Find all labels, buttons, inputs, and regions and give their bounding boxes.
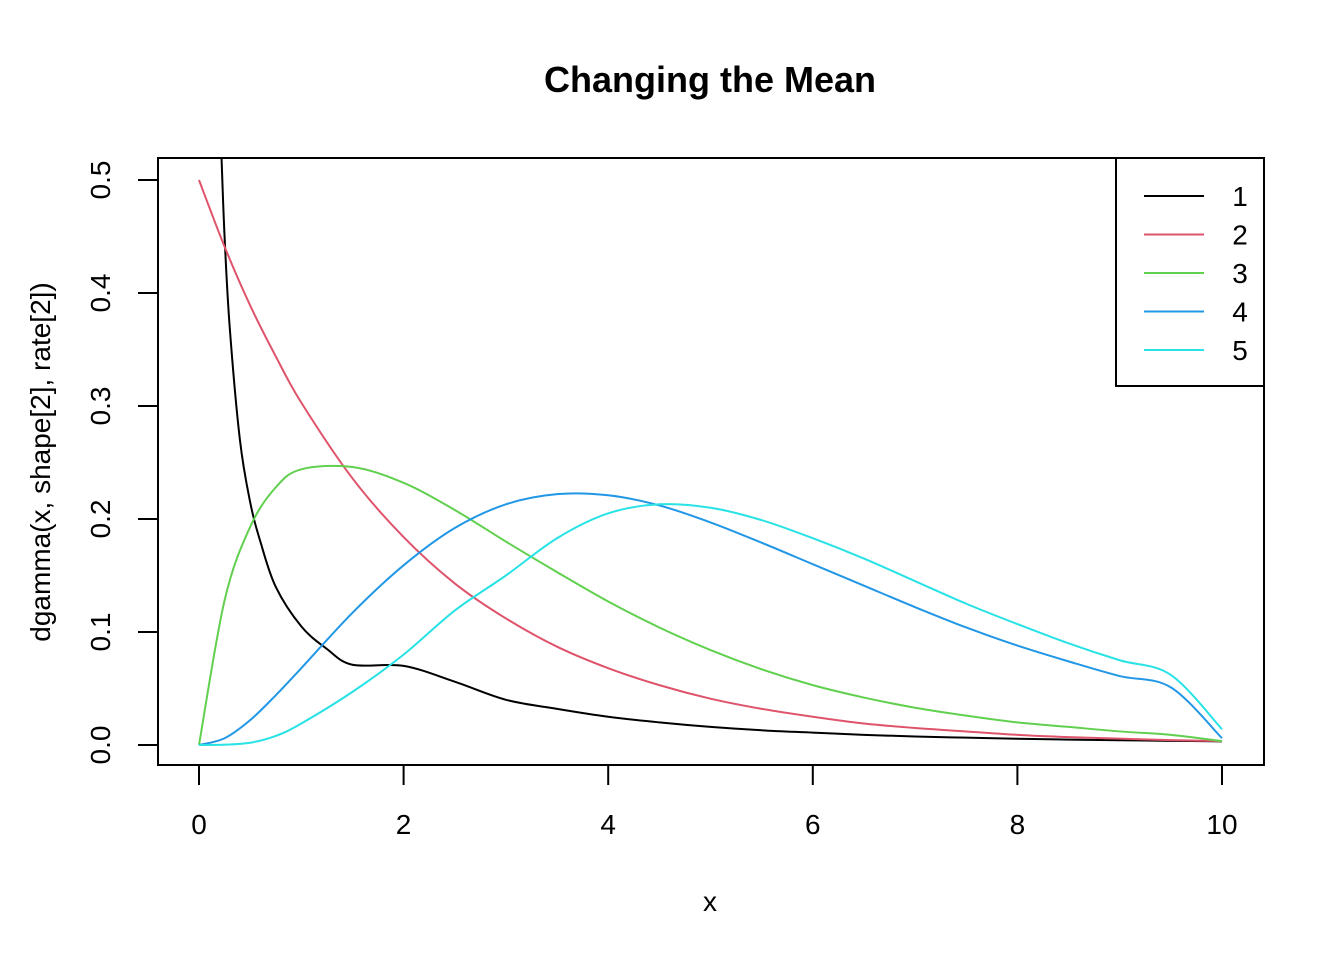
legend-label-4: 4 [1232,297,1248,328]
x-tick-label: 2 [396,809,412,840]
series-line-2 [198,179,1223,743]
x-tick-label: 10 [1206,809,1237,840]
y-tick-label: 0.3 [85,387,116,426]
legend: 1 2 3 4 5 [1115,157,1265,387]
series-line-5 [198,503,1223,746]
x-tick-label: 4 [600,809,616,840]
plot-area [157,157,1265,766]
x-tick-label: 8 [1010,809,1026,840]
y-tick-label: 0.0 [85,726,116,765]
y-tick-label: 0.4 [85,274,116,313]
legend-label-2: 2 [1232,220,1248,251]
plot-frame [157,157,1265,766]
series-line-4 [198,492,1223,746]
x-axis: 0 2 4 6 8 10 [191,764,1238,840]
x-tick-label: 6 [805,809,821,840]
y-tick-label: 0.2 [85,500,116,539]
y-axis-label: dgamma(x, shape[2], rate[2]) [25,282,56,642]
y-axis: 0.0 0.1 0.2 0.3 0.4 0.5 [85,161,159,765]
y-tick-label: 0.5 [85,161,116,200]
chart-title: Changing the Mean [544,59,876,100]
legend-label-5: 5 [1232,335,1248,366]
series-line-3 [198,464,1223,746]
legend-label-1: 1 [1232,181,1248,212]
series-line-1 [220,158,1223,743]
legend-label-3: 3 [1232,258,1248,289]
y-tick-label: 0.1 [85,613,116,652]
series-layer [198,158,1223,746]
x-tick-label: 0 [191,809,207,840]
x-axis-label: x [703,886,717,917]
